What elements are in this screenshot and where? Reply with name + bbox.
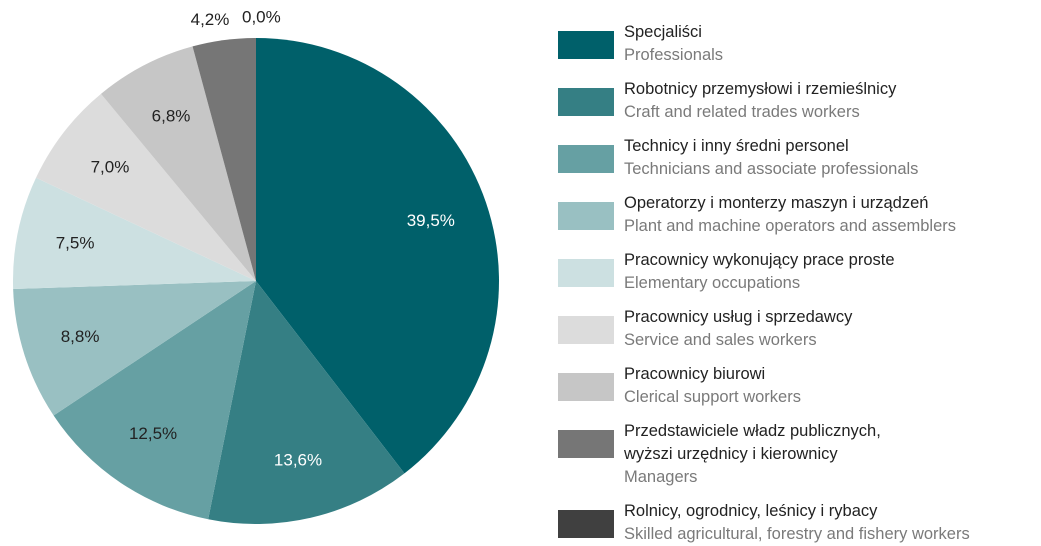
legend-swatch <box>558 316 614 344</box>
legend-item: Technicy i inny średni personel Technicia… <box>558 135 1038 181</box>
slice-label: 7,5% <box>56 233 95 252</box>
legend-swatch <box>558 259 614 287</box>
slice-label: 0,0% <box>242 7 281 26</box>
legend-swatch <box>558 510 614 538</box>
pie-slice <box>13 281 256 416</box>
legend-item: Przedstawiciele władz publicznych, wyższ… <box>558 420 1038 489</box>
legend-text: Operatorzy i monterzy maszyn i urządzeń P… <box>624 192 956 238</box>
pie-slice <box>208 281 405 524</box>
legend-item: Specjaliści Professionals <box>558 21 1038 67</box>
legend-text: Pracownicy usług i sprzedawcy Service and… <box>624 306 852 352</box>
legend-item: Operatorzy i monterzy maszyn i urządzeń P… <box>558 192 1038 238</box>
legend-label: Rolnicy, ogrodnicy, leśnicy i rybacy <box>624 502 878 520</box>
legend-label: Pracownicy biurowi <box>624 365 766 383</box>
legend-label: Pracownicy wykonujący prace proste <box>624 251 895 269</box>
legend-text: Przedstawiciele władz publicznych, wyższ… <box>624 420 881 489</box>
legend-label: Specjaliści <box>624 23 702 41</box>
slice-label: 4,2% <box>191 10 230 29</box>
legend-text: Rolnicy, ogrodnicy, leśnicy i rybacy Skil… <box>624 500 970 546</box>
legend-item: Rolnicy, ogrodnicy, leśnicy i rybacy Skil… <box>558 500 1038 546</box>
legend-item: Pracownicy wykonujący prace proste Elemen… <box>558 249 1038 295</box>
legend-label: Przedstawiciele władz publicznych, wyższ… <box>624 422 881 463</box>
legend-swatch <box>558 145 614 173</box>
legend-text: Technicy i inny średni personel Technicia… <box>624 135 918 181</box>
legend-swatch <box>558 202 614 230</box>
legend: Specjaliści Professionals Robotnicy przemy… <box>558 21 1038 546</box>
legend-label-en: Elementary occupations <box>624 274 801 292</box>
legend-swatch <box>558 430 614 458</box>
legend-swatch <box>558 88 614 116</box>
legend-label: Technicy i inny średni personel <box>624 137 849 155</box>
legend-swatch <box>558 373 614 401</box>
slice-label: 8,8% <box>61 327 100 346</box>
legend-swatch <box>558 31 614 59</box>
legend-label-en: Professionals <box>624 46 724 64</box>
slice-label: 6,8% <box>152 107 191 126</box>
legend-label: Operatorzy i monterzy maszyn i urządzeń <box>624 194 929 212</box>
pie-slice <box>13 177 257 290</box>
legend-text: Robotnicy przemysłowi i rzemieślnicy Craf… <box>624 78 896 124</box>
slice-label: 12,5% <box>129 424 177 443</box>
legend-label-en: Skilled agricultural, forestry and fishe… <box>624 525 970 543</box>
legend-item: Robotnicy przemysłowi i rzemieślnicy Craf… <box>558 78 1038 124</box>
slice-label: 7,0% <box>91 157 130 176</box>
legend-label-en: Managers <box>624 468 698 486</box>
slice-label: 13,6% <box>274 450 322 469</box>
legend-item: Pracownicy biurowi Clerical support worke… <box>558 363 1038 409</box>
pie-slice <box>36 93 256 281</box>
legend-item: Pracownicy usług i sprzedawcy Service and… <box>558 306 1038 352</box>
pie-slice <box>100 46 256 281</box>
pie-slice <box>192 38 256 281</box>
pie-slice <box>53 281 256 520</box>
legend-text: Specjaliści Professionals <box>624 21 723 67</box>
legend-label-en: Technicians and associate professionals <box>624 160 919 178</box>
legend-label-en: Craft and related trades workers <box>624 103 860 121</box>
legend-label-en: Service and sales workers <box>624 331 817 349</box>
legend-label: Pracownicy usług i sprzedawcy <box>624 308 853 326</box>
slice-label: 39,5% <box>407 211 455 230</box>
legend-label-en: Clerical support workers <box>624 388 801 406</box>
legend-text: Pracownicy wykonujący prace proste Elemen… <box>624 249 895 295</box>
legend-label-en: Plant and machine operators and assemble… <box>624 217 957 235</box>
pie-chart: 39,5% 13,6% 12,5% 8,8% 7,5% 7,0% 6,8% 4,2% 0,0% <box>13 7 499 524</box>
pie-slice <box>256 38 499 474</box>
legend-text: Pracownicy biurowi Clerical support worke… <box>624 363 801 409</box>
legend-label: Robotnicy przemysłowi i rzemieślnicy <box>624 80 897 98</box>
